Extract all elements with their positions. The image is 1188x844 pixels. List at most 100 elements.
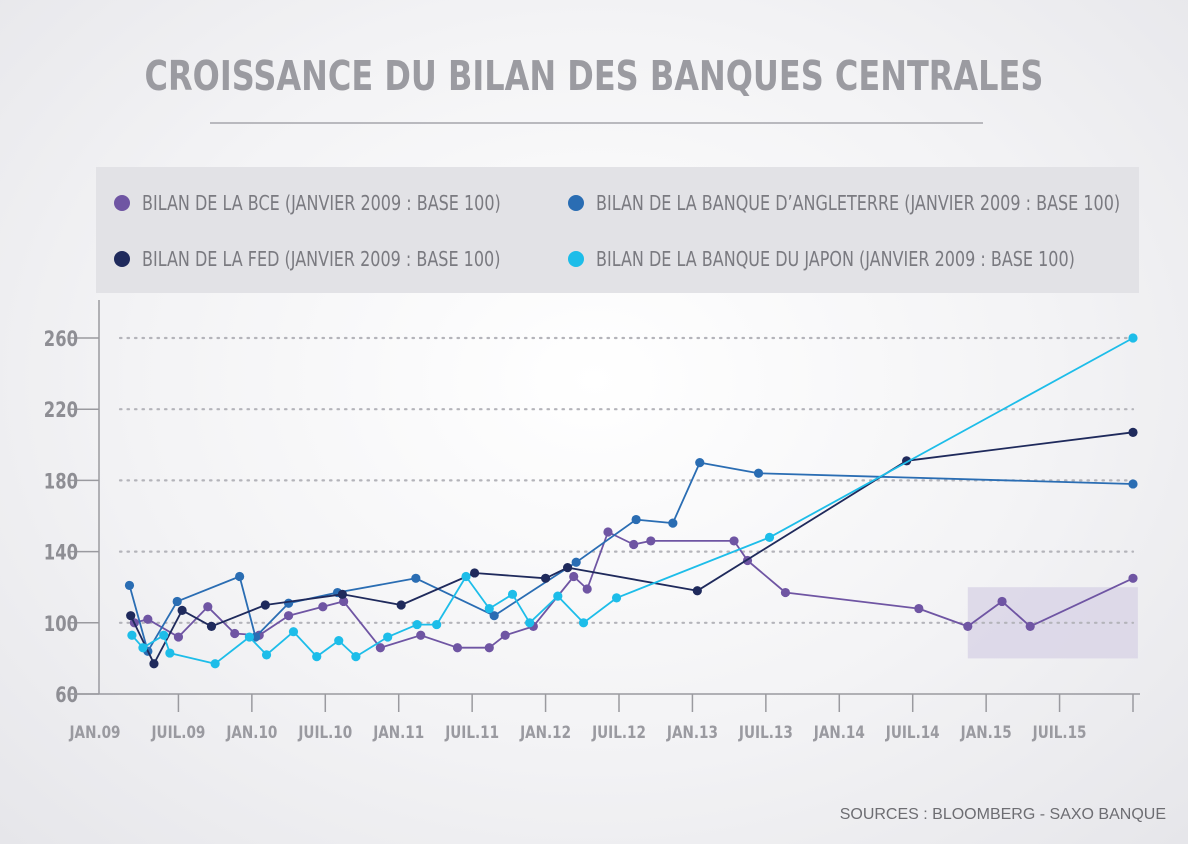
data-point-fed — [177, 605, 187, 615]
x-tick-label: JAN.11 — [372, 723, 424, 743]
data-point-boj — [484, 603, 494, 614]
x-tick-label: JAN.15 — [960, 723, 1012, 743]
data-point-bce — [230, 628, 240, 639]
data-point-boe — [695, 458, 705, 468]
legend-marker-boe — [568, 195, 584, 211]
x-tick-label: JAN.14 — [813, 723, 865, 743]
data-point-boj — [334, 636, 344, 646]
data-point-boj — [165, 648, 175, 658]
data-point-bce — [646, 536, 656, 546]
data-point-bce — [569, 571, 579, 582]
y-tick-label-100: 100 — [44, 613, 78, 636]
data-point-boj — [159, 630, 169, 640]
data-point-bce — [780, 587, 791, 598]
x-tick-label: JUIL.14 — [885, 723, 940, 743]
x-tick-label: JAN.09 — [69, 723, 121, 743]
data-point-boj — [261, 650, 272, 660]
legend-label-fed: BILAN DE LA FED (JANVIER 2009 : BASE 100… — [142, 247, 501, 271]
data-point-boj — [288, 627, 299, 637]
data-point-boj — [578, 618, 589, 628]
data-point-boj — [312, 652, 322, 662]
data-point-fed — [149, 659, 159, 669]
legend-marker-fed — [114, 251, 130, 267]
data-point-boj — [553, 591, 563, 601]
data-point-boj — [383, 632, 393, 642]
data-point-fed — [540, 573, 551, 583]
data-point-fed — [126, 611, 136, 621]
data-point-bce — [629, 539, 639, 550]
x-tick-label: JAN.12 — [519, 723, 571, 743]
x-tick-label: JUIL.09 — [151, 723, 206, 743]
legend-item-boj: BILAN DE LA BANQUE DU JAPON (JANVIER 200… — [568, 247, 1188, 271]
y-tick-label-260: 260 — [44, 328, 78, 351]
data-point-boj — [1128, 333, 1138, 343]
data-point-fed — [260, 600, 270, 610]
data-point-bce — [484, 643, 494, 653]
legend-label-boe: BILAN DE LA BANQUE D’ANGLETERRE (JANVIER… — [596, 191, 1121, 215]
data-point-boe — [411, 573, 421, 583]
data-point-bce — [339, 596, 349, 607]
data-point-boe — [571, 557, 581, 567]
data-point-bce — [603, 527, 613, 537]
legend-item-fed: BILAN DE LA FED (JANVIER 2009 : BASE 100… — [114, 247, 590, 271]
data-point-fed — [206, 621, 217, 631]
legend-label-bce: BILAN DE LA BCE (JANVIER 2009 : BASE 100… — [142, 191, 501, 215]
x-tick-label: JUIL.10 — [297, 723, 352, 743]
y-tick-label-180: 180 — [44, 471, 78, 494]
data-point-bce — [203, 602, 213, 612]
data-point-fed — [563, 563, 573, 573]
data-point-bce — [416, 630, 426, 640]
data-point-boe — [172, 596, 182, 607]
data-point-boj — [461, 571, 471, 582]
data-point-fed — [469, 568, 480, 578]
data-point-boj — [210, 659, 220, 669]
data-point-boj — [764, 532, 775, 542]
data-point-bce — [500, 630, 510, 640]
x-tick-label: JUIL.15 — [1032, 723, 1087, 743]
data-point-bce — [452, 643, 463, 653]
legend-marker-bce — [114, 195, 130, 211]
legend-item-boe: BILAN DE LA BANQUE D’ANGLETERRE (JANVIER… — [568, 191, 1188, 215]
data-point-boe — [235, 571, 245, 582]
data-point-bce — [582, 584, 592, 594]
data-point-boe — [753, 468, 764, 478]
data-point-boj — [351, 652, 361, 662]
data-point-boj — [244, 632, 255, 642]
data-point-boj — [432, 619, 442, 630]
x-tick-label: JUIL.11 — [444, 723, 499, 743]
data-point-fed — [1128, 427, 1138, 437]
data-point-bce — [914, 603, 924, 614]
x-tick-label: JUIL.12 — [591, 723, 646, 743]
data-point-bce — [318, 602, 328, 612]
data-point-bce — [1128, 573, 1138, 583]
data-point-fed — [692, 586, 702, 596]
data-point-boj — [525, 618, 535, 628]
chart-title: CROISSANCE DU BILAN DES BANQUES CENTRALE… — [144, 52, 1044, 100]
x-tick-label: JUIL.13 — [738, 723, 793, 743]
x-tick-label: JAN.13 — [666, 723, 718, 743]
legend-marker-boj — [568, 251, 584, 267]
legend-label-boj: BILAN DE LA BANQUE DU JAPON (JANVIER 200… — [596, 247, 1075, 271]
data-point-boj — [138, 643, 148, 653]
data-point-boj — [611, 593, 622, 603]
data-point-boe — [283, 598, 294, 608]
data-point-boj — [412, 619, 422, 630]
data-point-boe — [668, 518, 678, 528]
data-point-boe — [124, 580, 135, 591]
data-point-fed — [337, 589, 348, 599]
data-point-boe — [631, 514, 641, 525]
data-point-bce — [173, 632, 184, 642]
legend-item-bce: BILAN DE LA BCE (JANVIER 2009 : BASE 100… — [114, 191, 590, 215]
data-point-bce — [997, 596, 1007, 607]
data-point-bce — [1025, 621, 1035, 631]
data-point-bce — [375, 643, 385, 653]
data-point-boj — [507, 589, 518, 599]
data-point-boe — [1128, 479, 1138, 489]
data-point-bce — [729, 536, 739, 546]
x-tick-label: JAN.10 — [225, 723, 277, 743]
data-point-bce — [143, 614, 153, 624]
y-tick-label-220: 220 — [44, 399, 78, 422]
source-note: SOURCES : BLOOMBERG - SAXO BANQUE — [839, 806, 1166, 823]
y-tick-label-60: 60 — [55, 684, 78, 707]
